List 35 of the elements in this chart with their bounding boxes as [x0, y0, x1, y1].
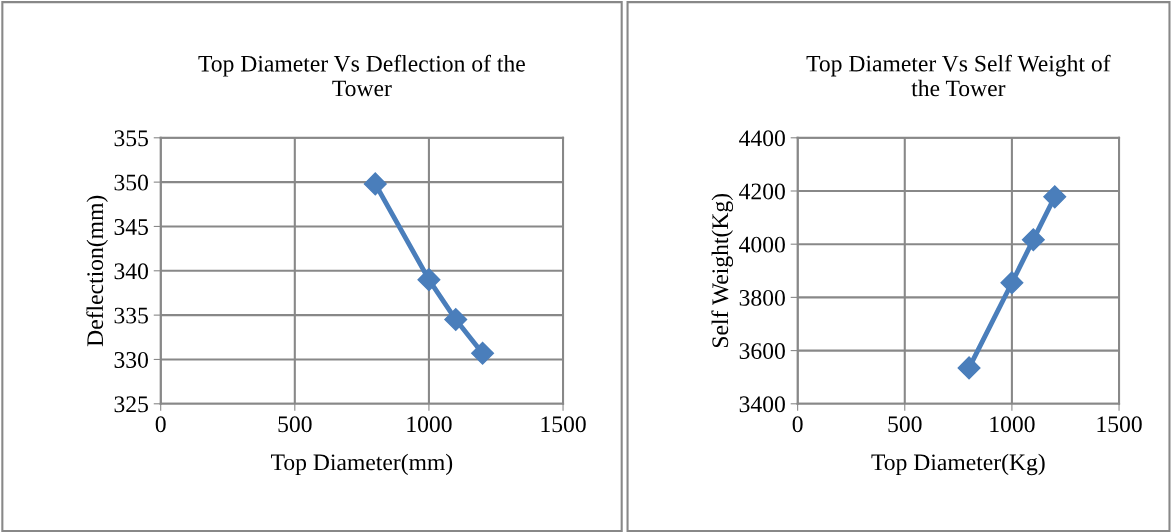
y-tick-label: 350 [114, 174, 148, 191]
x-tick-label: 1500 [541, 416, 586, 433]
y-tick-label: 3600 [739, 343, 785, 360]
chart-title: Top Diameter Vs Deflection of the Tower [198, 54, 525, 97]
y-tick-label: 3400 [739, 396, 785, 413]
x-tick-label: 1000 [407, 416, 452, 433]
x-tick-label: 0 [155, 416, 166, 433]
point [417, 268, 441, 292]
y-tick-label: 345 [114, 219, 148, 235]
point [1043, 185, 1067, 209]
x-axis-title: Top Diameter(mm) [271, 453, 453, 476]
x-tick-label: 0 [792, 416, 803, 433]
x-tick-label: 500 [278, 416, 312, 433]
y-tick-label: 355 [114, 130, 148, 147]
point [471, 341, 495, 365]
y-axis-title: Deflection(mm) [86, 195, 108, 347]
chart-title: Top Diameter Vs Self Weight of the Tower [806, 54, 1111, 97]
y-tick-label: 335 [114, 307, 148, 324]
x-tick-label: 1000 [990, 416, 1035, 433]
y-tick-label: 325 [114, 396, 148, 413]
point [444, 308, 468, 332]
x-axis-title: Top Diameter(Kg) [871, 453, 1045, 476]
y-tick-label: 3800 [739, 289, 785, 306]
x-tick-label: 500 [888, 416, 922, 433]
point [1021, 228, 1045, 252]
point [363, 172, 387, 196]
y-tick-label: 330 [114, 351, 148, 368]
y-tick-label: 340 [114, 263, 148, 280]
x-tick-label: 1500 [1097, 416, 1142, 433]
point [1000, 271, 1024, 295]
y-axis-title: Self Weight(Kg) [711, 193, 734, 348]
y-tick-label: 4000 [739, 236, 785, 253]
y-tick-label: 4400 [739, 130, 785, 147]
point [957, 356, 981, 380]
y-tick-label: 4200 [739, 183, 785, 200]
